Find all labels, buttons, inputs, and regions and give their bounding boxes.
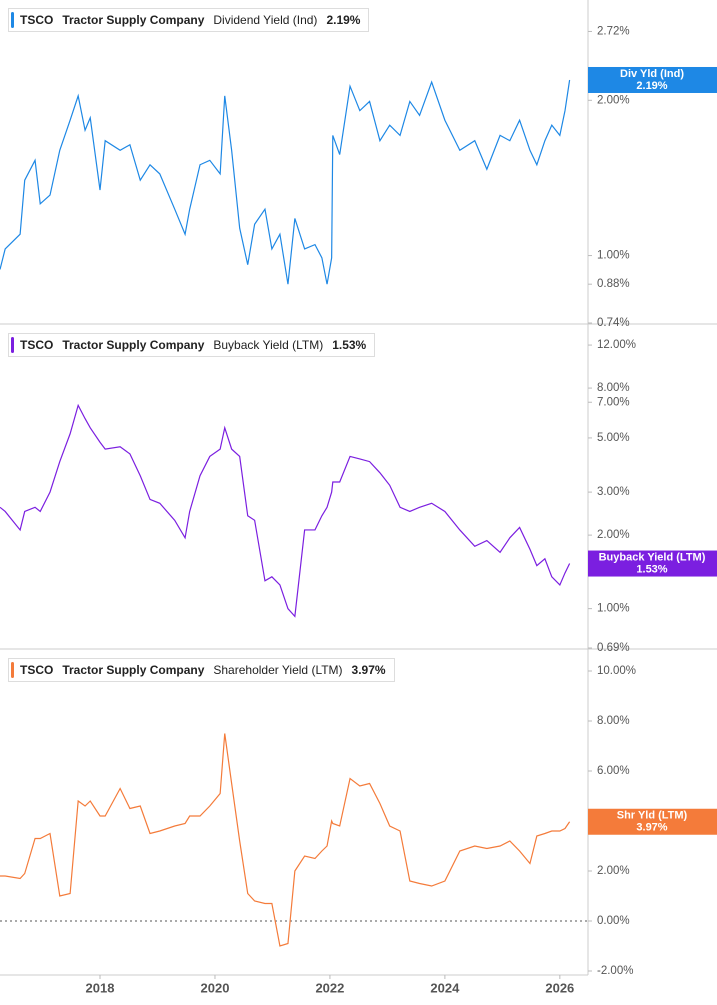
y-tick-label: -2.00% [597, 965, 633, 977]
series-line [0, 733, 571, 947]
legend-header: TSCO Tractor Supply Company Dividend Yield… [8, 8, 370, 32]
company-name: Tractor Supply Company [62, 338, 205, 352]
y-tick-label: 7.00% [597, 396, 630, 408]
y-tick-label: 6.00% [597, 765, 630, 777]
ticker: TSCO [20, 13, 54, 27]
y-tick-label: 5.00% [597, 432, 630, 444]
badge-value: 3.97% [636, 822, 667, 834]
series-name: Dividend Yield (Ind) [213, 13, 318, 27]
x-tick-label: 2024 [430, 980, 460, 995]
badge-name: Shr Yld (LTM) [617, 810, 688, 822]
legend-header: TSCO Tractor Supply Company Buyback Yield … [8, 333, 376, 357]
x-tick-label: 2022 [315, 980, 344, 995]
y-tick-label: 0.69% [597, 642, 630, 654]
y-tick-label: 2.72% [597, 25, 630, 37]
series-name: Buyback Yield (LTM) [213, 338, 324, 352]
y-tick-label: 2.00% [597, 94, 630, 106]
series-value: 3.97% [351, 663, 386, 677]
badge-value: 1.53% [636, 563, 667, 575]
y-tick-label: 1.00% [597, 603, 630, 615]
ticker: TSCO [20, 663, 54, 677]
y-tick-label: 10.00% [597, 665, 636, 677]
y-tick-label: 8.00% [597, 715, 630, 727]
x-tick-label: 2026 [545, 980, 574, 995]
company-name: Tractor Supply Company [62, 663, 205, 677]
y-tick-label: 0.88% [597, 278, 630, 290]
badge-name: Buyback Yield (LTM) [599, 551, 706, 563]
y-tick-label: 1.00% [597, 250, 630, 262]
y-tick-label: 8.00% [597, 382, 630, 394]
y-tick-label: 3.00% [597, 486, 630, 498]
y-tick-label: 2.00% [597, 865, 630, 877]
legend-swatch [11, 662, 14, 678]
legend-swatch [11, 337, 14, 353]
legend-swatch [11, 12, 14, 28]
value-badge [588, 550, 717, 577]
series-line [0, 79, 571, 285]
series-value: 1.53% [332, 338, 367, 352]
ticker: TSCO [20, 338, 54, 352]
company-name: Tractor Supply Company [62, 13, 205, 27]
x-tick-label: 2020 [201, 980, 230, 995]
badge-name: Div Yld (Ind) [620, 68, 684, 80]
y-tick-label: 0.74% [597, 317, 630, 329]
series-name: Shareholder Yield (LTM) [213, 663, 343, 677]
badge-value: 2.19% [636, 80, 667, 92]
y-tick-label: 2.00% [597, 529, 630, 541]
y-tick-label: 12.00% [597, 339, 636, 351]
value-badge [588, 808, 717, 835]
y-tick-label: 0.00% [597, 915, 630, 927]
value-badge [588, 66, 717, 93]
series-line [0, 403, 571, 618]
series-value: 2.19% [326, 13, 361, 27]
legend-header: TSCO Tractor Supply Company Shareholder Yi… [8, 658, 395, 682]
x-tick-label: 2018 [86, 980, 115, 995]
